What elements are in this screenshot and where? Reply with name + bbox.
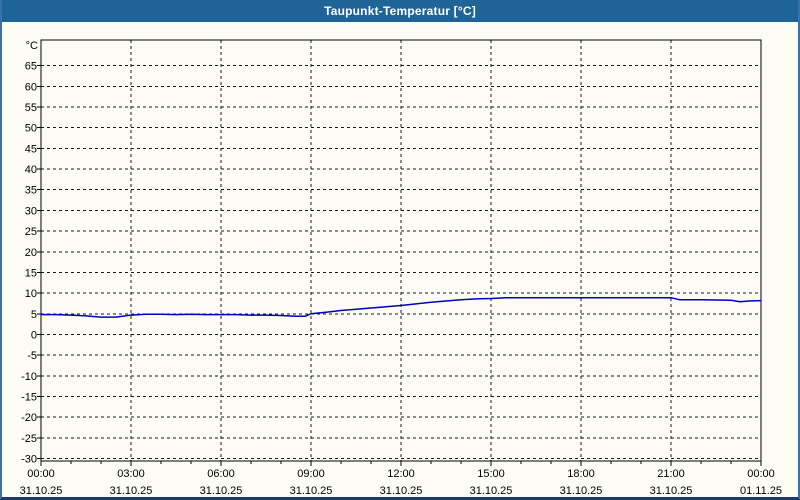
y-axis-label: -25 bbox=[21, 433, 37, 445]
y-axis-label: 20 bbox=[25, 247, 37, 259]
x-axis-date-label: 31.10.25 bbox=[650, 485, 693, 497]
y-axis-label: 10 bbox=[25, 288, 37, 300]
x-axis-time-label: 00:00 bbox=[27, 468, 55, 480]
y-axis-label: 0 bbox=[31, 330, 37, 342]
y-axis-unit-label: °C bbox=[26, 40, 38, 52]
y-axis-label: 25 bbox=[25, 226, 37, 238]
dewpoint-line-chart: -30 -25 -20 -15 -10 -5 0 5 10 15 20 25 30 35 40 45 50 55 6… bbox=[2, 22, 798, 497]
y-axis-label: 45 bbox=[25, 143, 37, 155]
x-axis-time-label: 15:00 bbox=[477, 468, 505, 480]
x-axis-date-label: 31.10.25 bbox=[560, 485, 603, 497]
x-axis-date-label: 31.10.25 bbox=[290, 485, 333, 497]
series-line-taupunkt bbox=[40, 296, 762, 318]
y-axis-label: -15 bbox=[21, 392, 37, 404]
x-axis-time-label: 03:00 bbox=[117, 468, 145, 480]
plot-border bbox=[40, 39, 762, 462]
y-axis-label: 35 bbox=[25, 185, 37, 197]
x-axis-time-label: 18:00 bbox=[567, 468, 595, 480]
x-axis-date-label: 01.11.25 bbox=[740, 485, 782, 497]
window-title: Taupunkt-Temperatur [°C] bbox=[324, 4, 476, 18]
x-axis-time-label: 06:00 bbox=[207, 468, 235, 480]
x-axis-time-label: 09:00 bbox=[297, 468, 325, 480]
y-axis-label: 60 bbox=[25, 81, 37, 93]
y-axis-label: 40 bbox=[25, 164, 37, 176]
y-axis-label: 5 bbox=[31, 309, 37, 321]
x-axis-time-label: 00:00 bbox=[747, 468, 775, 480]
y-axis-label: 15 bbox=[25, 267, 37, 279]
x-axis-date-label: 31.10.25 bbox=[20, 485, 63, 497]
x-axis-time-label: 12:00 bbox=[387, 468, 415, 480]
titlebar[interactable]: Taupunkt-Temperatur [°C] bbox=[2, 0, 798, 22]
chart-background bbox=[2, 22, 798, 497]
y-axis-label: 65 bbox=[25, 61, 37, 73]
y-axis-label: 55 bbox=[25, 102, 37, 114]
y-axis-label: 50 bbox=[25, 123, 37, 135]
x-axis-date-label: 31.10.25 bbox=[200, 485, 243, 497]
y-axis-label: -10 bbox=[21, 371, 37, 383]
x-axis-time-label: 21:00 bbox=[657, 468, 685, 480]
y-axis-label: -5 bbox=[27, 350, 37, 362]
y-axis-label: -30 bbox=[21, 454, 37, 466]
y-axis-label: -20 bbox=[21, 412, 37, 424]
x-axis-date-label: 31.10.25 bbox=[110, 485, 153, 497]
x-axis-date-label: 31.10.25 bbox=[470, 485, 513, 497]
y-axis-label: 30 bbox=[25, 205, 37, 217]
chart-area: -30 -25 -20 -15 -10 -5 0 5 10 15 20 25 30 35 40 45 50 55 6… bbox=[2, 22, 798, 497]
x-axis-date-label: 31.10.25 bbox=[380, 485, 423, 497]
